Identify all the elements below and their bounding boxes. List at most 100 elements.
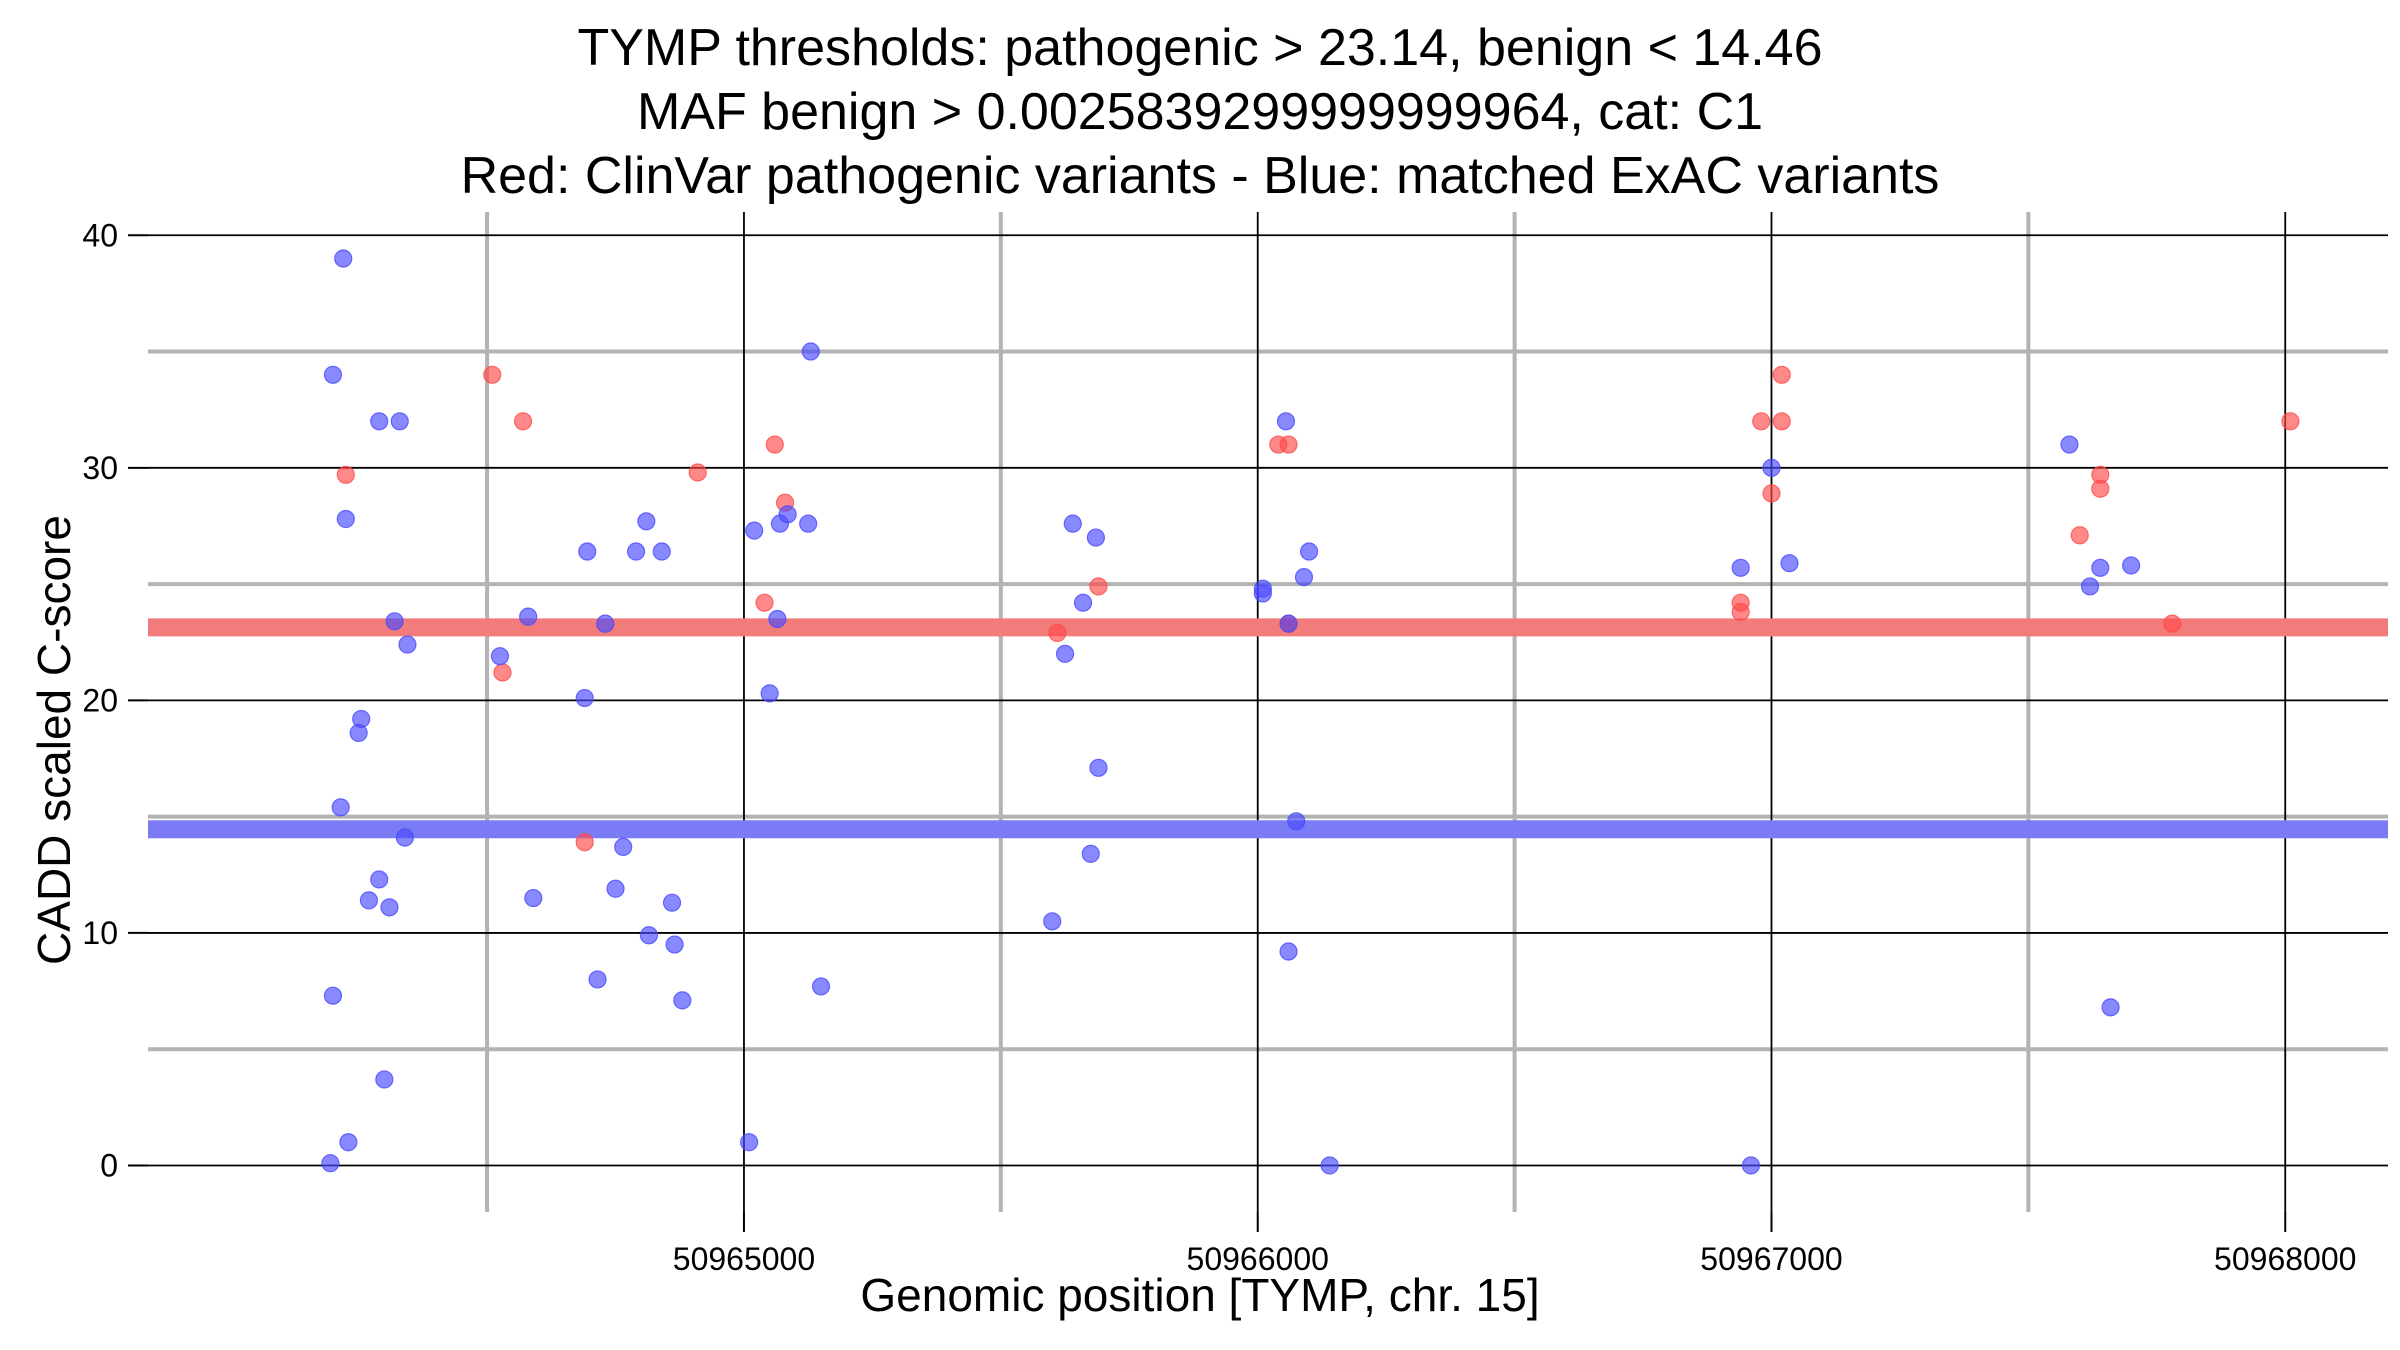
- point-series1-3: [331, 798, 350, 817]
- point-series1-18: [490, 647, 510, 666]
- point-series0-17: [1762, 484, 1781, 503]
- point-series1-21: [575, 688, 594, 708]
- point-series0-1: [483, 365, 502, 384]
- point-series1-59: [1731, 558, 1750, 577]
- point-series1-17: [398, 635, 417, 654]
- minor-grid: [148, 212, 2388, 1212]
- chart-title-line-3: Red: ClinVar pathogenic variants - Blue:…: [460, 147, 1940, 205]
- x-tick-label-2: 50967000: [1700, 1241, 1842, 1277]
- point-series1-49: [1089, 758, 1108, 777]
- x-axis-label: Genomic position [TYMP, chr. 15]: [860, 1269, 1540, 1321]
- point-series0-10: [1048, 623, 1067, 643]
- point-series1-53: [1279, 942, 1298, 961]
- point-series1-26: [614, 837, 633, 856]
- point-series1-41: [801, 342, 820, 361]
- point-series1-11: [370, 412, 389, 431]
- point-series0-12: [1279, 435, 1298, 454]
- point-series0-22: [2091, 479, 2110, 498]
- point-series1-29: [639, 926, 659, 945]
- y-tick-label-2: 20: [82, 682, 118, 718]
- point-series1-58: [1320, 1156, 1339, 1175]
- point-series1-25: [606, 879, 625, 898]
- point-series1-10: [370, 870, 389, 889]
- point-series1-22: [578, 542, 597, 561]
- point-series1-44: [1055, 644, 1075, 663]
- y-axis-label: CADD scaled C-score: [28, 515, 80, 965]
- point-series1-48: [1086, 528, 1105, 547]
- x-tick-label-1: 50966000: [1187, 1241, 1329, 1277]
- point-series1-40: [799, 514, 818, 533]
- point-series1-16: [395, 828, 414, 847]
- point-series1-13: [380, 898, 399, 917]
- point-series1-30: [652, 542, 671, 561]
- point-series0-15: [1731, 602, 1750, 622]
- point-series1-43: [1043, 912, 1062, 931]
- point-series1-64: [2080, 577, 2100, 596]
- axes: 0 10 20 30 40 50965000 50966000 50967000 5096800…: [82, 217, 2356, 1277]
- point-series1-23: [588, 970, 607, 989]
- y-tick-label-4: 40: [82, 217, 118, 253]
- point-series1-67: [2122, 556, 2141, 575]
- point-series1-35: [745, 521, 764, 540]
- x-tick-label-0: 50965000: [673, 1241, 815, 1277]
- point-series1-65: [2091, 558, 2110, 577]
- point-series1-1: [323, 365, 343, 384]
- point-series1-5: [336, 509, 355, 529]
- threshold-lines: [148, 618, 2388, 839]
- point-series1-32: [665, 935, 684, 954]
- point-series1-31: [662, 893, 682, 912]
- point-series0-2: [493, 663, 512, 682]
- point-series1-33: [673, 991, 692, 1010]
- point-series0-6: [755, 593, 774, 612]
- point-series1-66: [2101, 998, 2120, 1017]
- point-series0-24: [2281, 412, 2300, 431]
- point-series1-28: [637, 512, 656, 531]
- point-series1-12: [375, 1070, 394, 1089]
- chart-title-line-2: MAF benign > 0.0025839299999999964, cat:…: [636, 83, 1764, 141]
- point-series1-54: [1279, 614, 1298, 633]
- data-points: [321, 249, 2300, 1175]
- point-series0-16: [1752, 412, 1771, 431]
- point-series1-14: [385, 612, 404, 631]
- point-series0-19: [1772, 365, 1791, 384]
- point-series1-36: [760, 684, 779, 703]
- point-series1-8: [352, 709, 371, 729]
- point-series1-63: [2060, 435, 2079, 454]
- point-series1-4: [334, 249, 353, 268]
- point-series1-9: [359, 891, 379, 910]
- x-tick-label-3: 50968000: [2214, 1241, 2356, 1277]
- point-series1-45: [1063, 514, 1082, 533]
- point-series1-57: [1300, 542, 1319, 561]
- point-series1-24: [596, 614, 615, 633]
- point-series1-6: [339, 1133, 358, 1152]
- y-tick-label-0: 0: [100, 1147, 118, 1183]
- point-series1-62: [1780, 554, 1799, 573]
- point-series0-20: [2070, 526, 2089, 545]
- point-series0-7: [765, 435, 784, 454]
- point-series1-56: [1294, 568, 1314, 587]
- point-series1-27: [626, 542, 646, 561]
- point-series0-23: [2163, 614, 2182, 633]
- point-series1-0: [321, 1154, 340, 1173]
- point-series1-15: [390, 412, 409, 431]
- point-series1-42: [811, 977, 831, 996]
- point-series1-55: [1287, 812, 1306, 831]
- point-series1-34: [740, 1133, 759, 1152]
- point-series1-20: [524, 888, 543, 908]
- point-series0-5: [688, 463, 707, 482]
- y-tick-label-3: 30: [82, 450, 118, 486]
- y-tick-label-1: 10: [82, 915, 118, 951]
- major-grid: [148, 212, 2388, 1212]
- point-series1-2: [323, 986, 343, 1005]
- point-series0-3: [513, 412, 533, 431]
- point-series1-19: [519, 607, 538, 626]
- point-series1-47: [1081, 844, 1100, 863]
- point-series1-60: [1741, 1156, 1761, 1175]
- point-series1-52: [1276, 412, 1296, 431]
- point-series0-18: [1772, 412, 1791, 431]
- point-series1-39: [778, 505, 797, 524]
- point-series0-4: [575, 833, 594, 852]
- point-series1-37: [768, 609, 787, 629]
- point-series0-9: [1089, 577, 1108, 596]
